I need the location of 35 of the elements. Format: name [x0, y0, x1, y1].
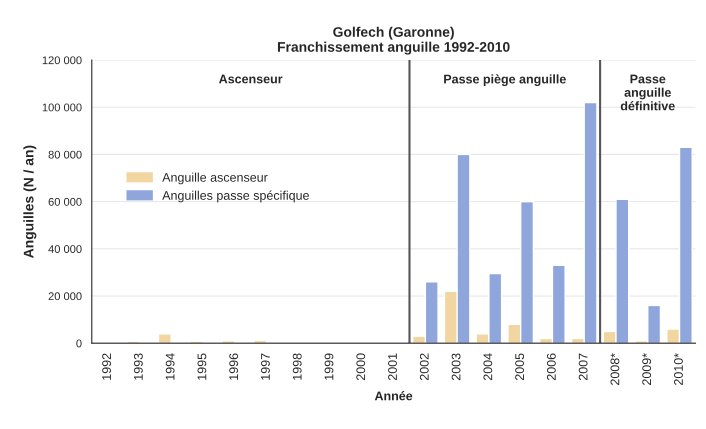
x-tick-label: 2000	[356, 353, 366, 380]
x-tick-label: 2006	[546, 353, 556, 380]
annotation: Ascenseur	[218, 74, 282, 84]
bar	[158, 333, 172, 344]
y-tick-label: 80 000	[48, 150, 82, 159]
x-tick-label: 1996	[229, 353, 238, 380]
x-tick-label: 2001	[388, 354, 397, 380]
x-tick-label: 1993	[134, 353, 143, 380]
y-tick-label: 40 000	[48, 245, 82, 253]
x-axis-title: Année	[374, 391, 412, 400]
y-axis-title: Anguilles (N / an)	[23, 146, 36, 258]
y-tick-label: 20 000	[48, 292, 82, 300]
x-tick-label: 2002	[420, 354, 429, 380]
y-tick-label: 0	[76, 339, 82, 348]
annotation: Passe anguille définitive	[620, 74, 675, 110]
y-tick-label: 100 000	[42, 104, 82, 112]
x-tick-label: 2008*	[610, 353, 620, 385]
x-tick-label: 2007	[578, 354, 588, 380]
y-tick-label: 60 000	[48, 198, 82, 206]
x-tick-label: 1998	[292, 353, 302, 380]
x-tick-label: 2010*	[674, 353, 683, 385]
x-tick-label: 1994	[166, 353, 175, 380]
annotation: Passe piège anguille	[444, 74, 566, 86]
x-tick-label: 1995	[197, 353, 206, 380]
x-tick-label: 2009*	[642, 353, 652, 385]
x-tick-label: 1997	[261, 354, 270, 380]
x-tick-label: 2005	[515, 353, 524, 380]
x-tick-label: 2003	[452, 353, 460, 380]
x-tick-label: 1999	[324, 354, 334, 380]
x-tick-label: 1992	[102, 354, 112, 380]
y-tick-label: 120 000	[42, 56, 82, 64]
x-tick-label: 2004	[483, 353, 492, 380]
legend-label: Anguille ascenseur	[162, 172, 268, 184]
legend-label: Anguilles passe spécifique	[162, 190, 309, 202]
chart-title: Golfech (Garonne) Franchissement anguille 1992-2010	[278, 26, 510, 55]
